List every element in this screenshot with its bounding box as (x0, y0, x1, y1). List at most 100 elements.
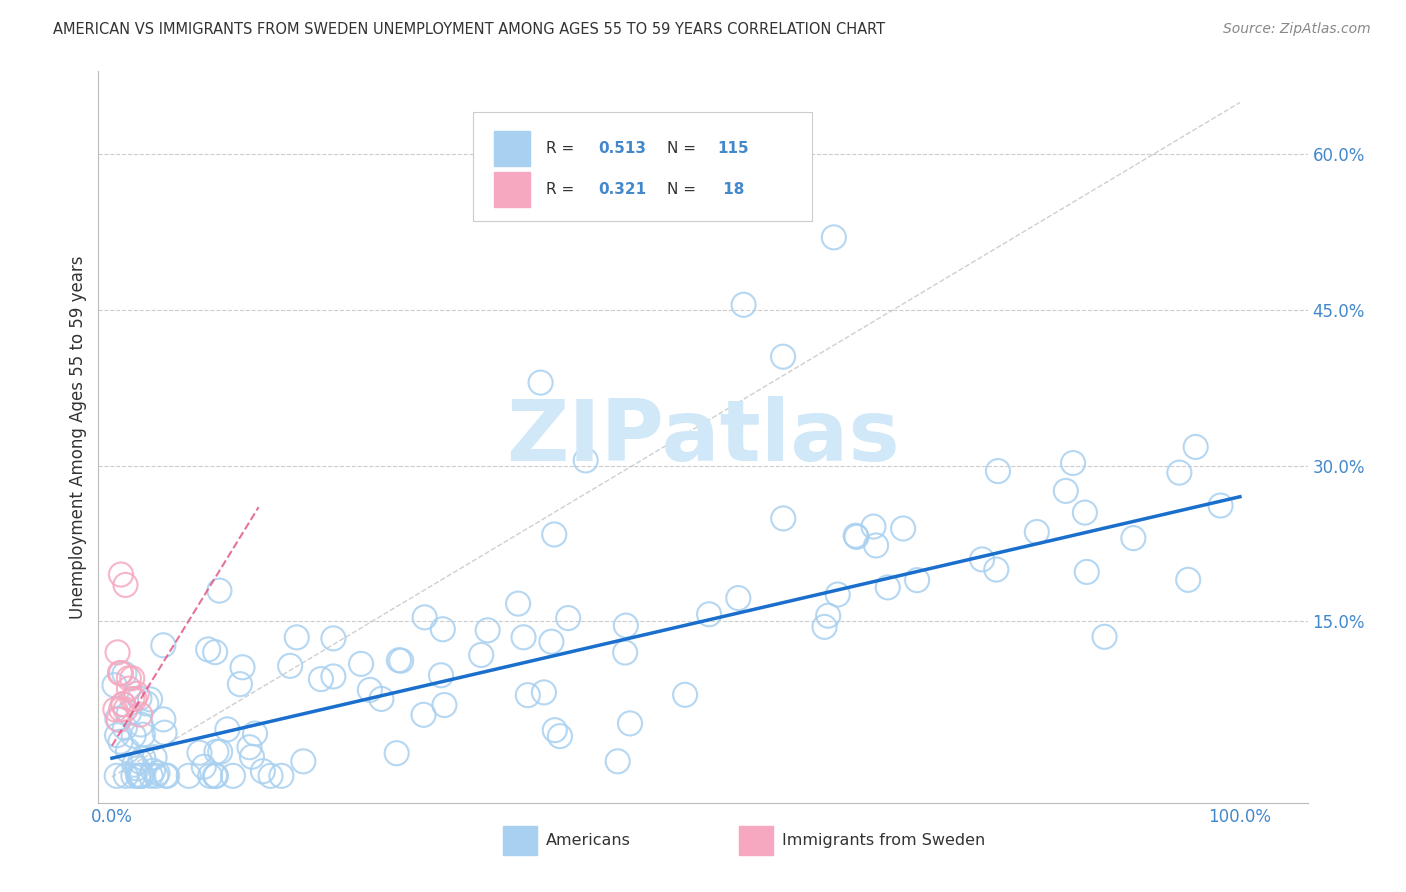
Point (891, 521, 914, 535)
Point (129, 717, 152, 731)
Point (1076, 565, 1098, 579)
Point (107, 713, 129, 727)
Point (845, 530, 868, 544)
Point (240, 749, 263, 764)
Point (142, 764, 165, 778)
Point (389, 654, 412, 668)
Point (432, 622, 454, 636)
Point (114, 769, 136, 783)
Point (193, 760, 215, 774)
Text: N =: N = (666, 142, 700, 156)
Point (177, 769, 200, 783)
Point (128, 769, 150, 783)
FancyBboxPatch shape (503, 826, 537, 855)
Point (252, 764, 274, 779)
Point (112, 666, 135, 681)
Point (155, 769, 177, 783)
Point (103, 678, 125, 692)
Point (122, 769, 145, 783)
Point (122, 757, 145, 772)
Point (143, 750, 166, 764)
Point (359, 682, 381, 697)
Point (772, 511, 794, 525)
FancyBboxPatch shape (494, 131, 530, 167)
Point (673, 688, 696, 702)
Point (118, 671, 141, 685)
Point (127, 761, 149, 775)
Point (817, 608, 839, 623)
Point (544, 723, 567, 738)
Text: R =: R = (546, 142, 579, 156)
Y-axis label: Unemployment Among Ages 55 to 59 years: Unemployment Among Ages 55 to 59 years (69, 255, 87, 619)
Text: Americans: Americans (546, 833, 631, 848)
Point (118, 681, 141, 696)
Point (135, 697, 157, 711)
FancyBboxPatch shape (474, 112, 811, 221)
Point (112, 698, 135, 712)
Point (813, 620, 835, 634)
Point (118, 706, 141, 720)
Point (231, 660, 253, 674)
Point (733, 298, 755, 312)
Point (697, 607, 720, 622)
Point (105, 712, 128, 726)
Point (270, 769, 292, 783)
Point (827, 587, 849, 601)
Point (575, 453, 598, 467)
Point (121, 671, 143, 685)
Text: 0.321: 0.321 (598, 182, 645, 196)
Point (122, 729, 145, 743)
Point (370, 692, 392, 706)
Point (198, 769, 221, 783)
Point (430, 668, 453, 682)
Point (1054, 483, 1077, 498)
Point (259, 769, 281, 783)
Point (152, 638, 174, 652)
Point (508, 597, 530, 611)
Point (1025, 524, 1047, 539)
Point (124, 692, 146, 706)
Text: 115: 115 (717, 142, 749, 156)
Point (205, 745, 228, 759)
Point (114, 702, 136, 716)
Point (105, 769, 128, 783)
Point (217, 723, 239, 737)
Text: Immigrants from Sweden: Immigrants from Sweden (782, 833, 984, 848)
Point (516, 688, 538, 702)
Point (614, 646, 637, 660)
Point (413, 610, 436, 624)
Point (110, 567, 132, 582)
Point (433, 698, 456, 712)
Text: 18: 18 (717, 182, 744, 196)
Point (114, 578, 136, 592)
Point (876, 580, 898, 594)
Point (108, 666, 131, 681)
Point (114, 721, 136, 735)
Point (125, 687, 148, 701)
Point (512, 630, 534, 644)
Point (540, 634, 562, 648)
Point (110, 666, 132, 681)
Point (987, 464, 1010, 478)
Point (156, 769, 179, 783)
Text: Source: ZipAtlas.com: Source: ZipAtlas.com (1223, 22, 1371, 37)
Text: AMERICAN VS IMMIGRANTS FROM SWEDEN UNEMPLOYMENT AMONG AGES 55 TO 59 YEARS CORREL: AMERICAN VS IMMIGRANTS FROM SWEDEN UNEMP… (53, 22, 886, 37)
FancyBboxPatch shape (740, 826, 773, 855)
Point (477, 624, 499, 638)
Point (238, 740, 260, 755)
Point (208, 583, 231, 598)
Point (1062, 456, 1084, 470)
Point (105, 728, 128, 742)
Point (557, 611, 579, 625)
Point (209, 745, 232, 759)
Point (1168, 466, 1191, 480)
Point (132, 751, 155, 765)
Point (117, 743, 139, 757)
Point (548, 729, 571, 743)
Point (139, 769, 162, 783)
Point (197, 642, 219, 657)
Point (543, 527, 565, 541)
Point (205, 769, 228, 783)
Point (619, 716, 641, 731)
Point (385, 746, 408, 760)
